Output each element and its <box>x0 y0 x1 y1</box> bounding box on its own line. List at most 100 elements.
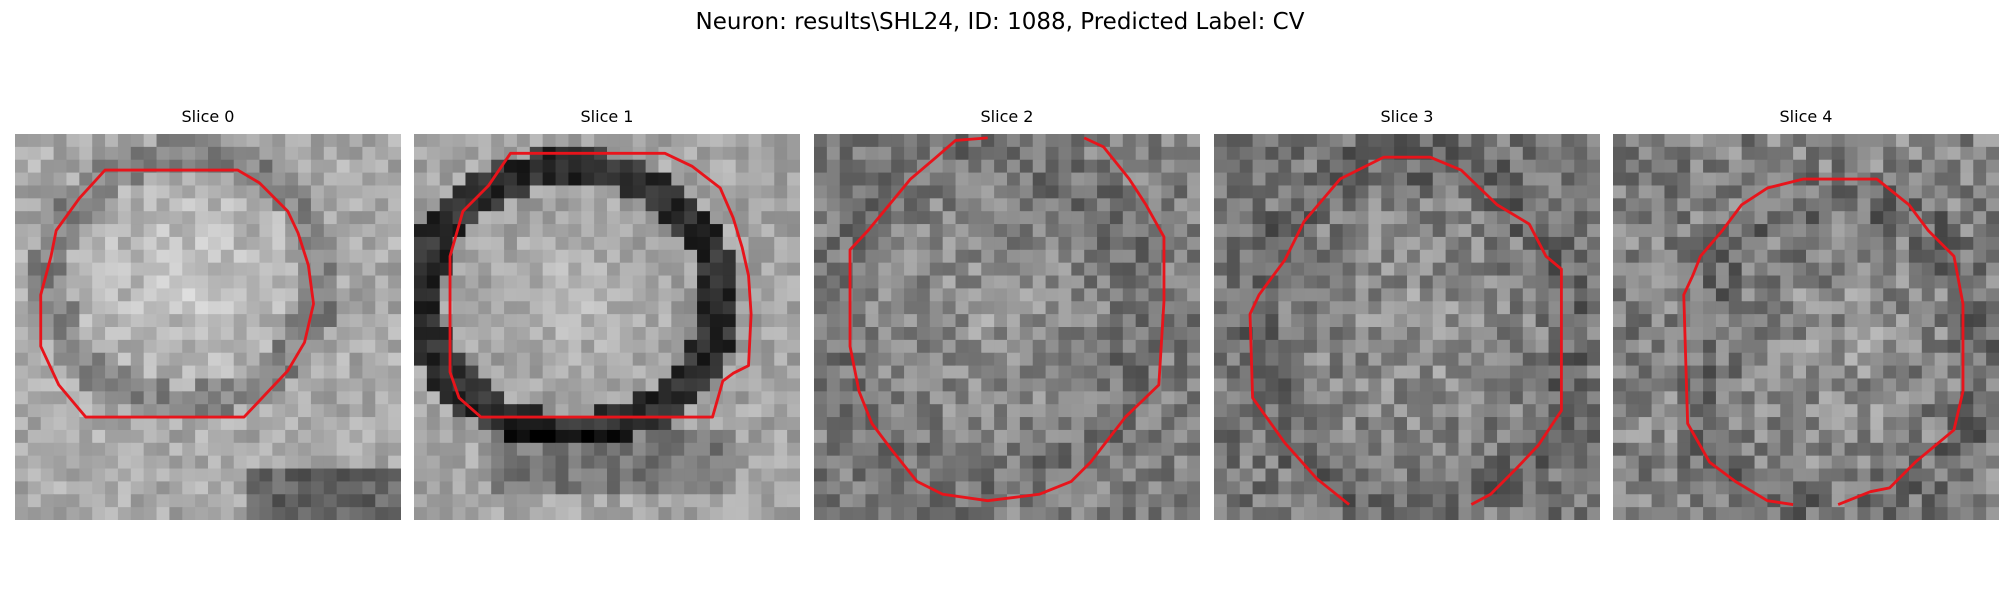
pixel <box>542 481 557 495</box>
pixel <box>1122 391 1137 405</box>
pixel <box>1934 211 1949 225</box>
pixel <box>465 185 479 199</box>
pixel <box>1741 442 1756 457</box>
pixel <box>156 339 170 354</box>
pixel <box>1329 507 1344 520</box>
pixel <box>904 339 918 354</box>
pixel <box>942 507 957 520</box>
pixel <box>79 391 93 405</box>
pixel <box>1806 468 1820 482</box>
pixel <box>362 198 376 212</box>
pixel <box>1587 301 1600 315</box>
pixel <box>27 275 42 289</box>
pixel <box>1625 301 1640 315</box>
pixel <box>1174 211 1188 225</box>
pixel <box>1625 172 1640 186</box>
pixel <box>1045 339 1059 354</box>
pixel <box>1097 159 1111 174</box>
pixel <box>1122 249 1137 264</box>
pixel <box>1019 378 1034 392</box>
pixel <box>1226 339 1241 354</box>
pixel <box>1471 365 1485 379</box>
pixel <box>1703 275 1717 289</box>
pixel <box>878 327 892 341</box>
pixel <box>491 224 505 238</box>
pixel <box>735 339 750 354</box>
pixel <box>722 442 737 457</box>
pixel <box>981 339 995 354</box>
pixel <box>671 365 685 379</box>
pixel <box>1561 365 1575 379</box>
pixel <box>1896 429 1910 444</box>
pixel <box>942 236 957 251</box>
pixel <box>1896 365 1910 379</box>
pixel <box>1239 249 1254 264</box>
pixel <box>594 455 608 470</box>
pixel <box>491 378 505 392</box>
pixel <box>1986 198 1999 212</box>
pixel <box>722 134 737 148</box>
pixel <box>452 352 466 367</box>
pixel <box>323 391 338 405</box>
pixel <box>1329 198 1344 212</box>
pixel <box>1574 185 1588 199</box>
pixel <box>1728 442 1743 457</box>
pixel <box>15 262 29 277</box>
pixel <box>1896 146 1910 161</box>
pixel <box>426 288 441 302</box>
pixel <box>1728 236 1743 251</box>
pixel <box>748 211 762 225</box>
pixel <box>1857 339 1871 354</box>
pixel <box>1960 481 1974 495</box>
pixel <box>555 468 569 482</box>
pixel <box>1908 314 1923 328</box>
pixel <box>375 442 389 457</box>
pixel <box>619 159 634 174</box>
pixel <box>1122 417 1137 431</box>
pixel <box>465 262 479 277</box>
pixel <box>1613 339 1627 354</box>
pixel <box>414 262 428 277</box>
pixel <box>814 275 828 289</box>
pixel <box>555 211 569 225</box>
pixel <box>1960 146 1974 161</box>
pixel <box>1174 262 1188 277</box>
pixel <box>568 494 582 508</box>
pixel <box>814 198 828 212</box>
pixel <box>1587 249 1600 264</box>
pixel <box>92 365 106 379</box>
pixel <box>246 159 260 174</box>
pixel <box>1818 352 1833 367</box>
pixel <box>891 211 905 225</box>
pixel <box>735 417 750 431</box>
pixel <box>568 185 582 199</box>
pixel <box>426 262 441 277</box>
pixel <box>1793 378 1807 392</box>
pixel <box>1109 159 1124 174</box>
pixel <box>1419 134 1434 148</box>
pixel <box>916 236 931 251</box>
pixel <box>285 172 299 186</box>
pixel <box>1934 172 1949 186</box>
pixel <box>1638 352 1653 367</box>
pixel <box>478 301 492 315</box>
pixel <box>1032 224 1047 238</box>
pixel <box>362 249 376 264</box>
pixel <box>1278 236 1292 251</box>
pixel <box>156 404 170 418</box>
pixel <box>1651 224 1665 238</box>
pixel <box>156 185 170 199</box>
pixel <box>929 288 944 302</box>
pixel <box>169 134 183 148</box>
pixel <box>40 404 55 418</box>
pixel <box>878 262 892 277</box>
pixel <box>645 417 659 431</box>
pixel <box>1806 134 1820 148</box>
pixel <box>1921 455 1936 470</box>
pixel <box>285 468 299 482</box>
pixel <box>529 352 544 367</box>
pixel <box>1135 275 1150 289</box>
pixel <box>1097 211 1111 225</box>
pixel <box>994 275 1008 289</box>
pixel <box>878 288 892 302</box>
